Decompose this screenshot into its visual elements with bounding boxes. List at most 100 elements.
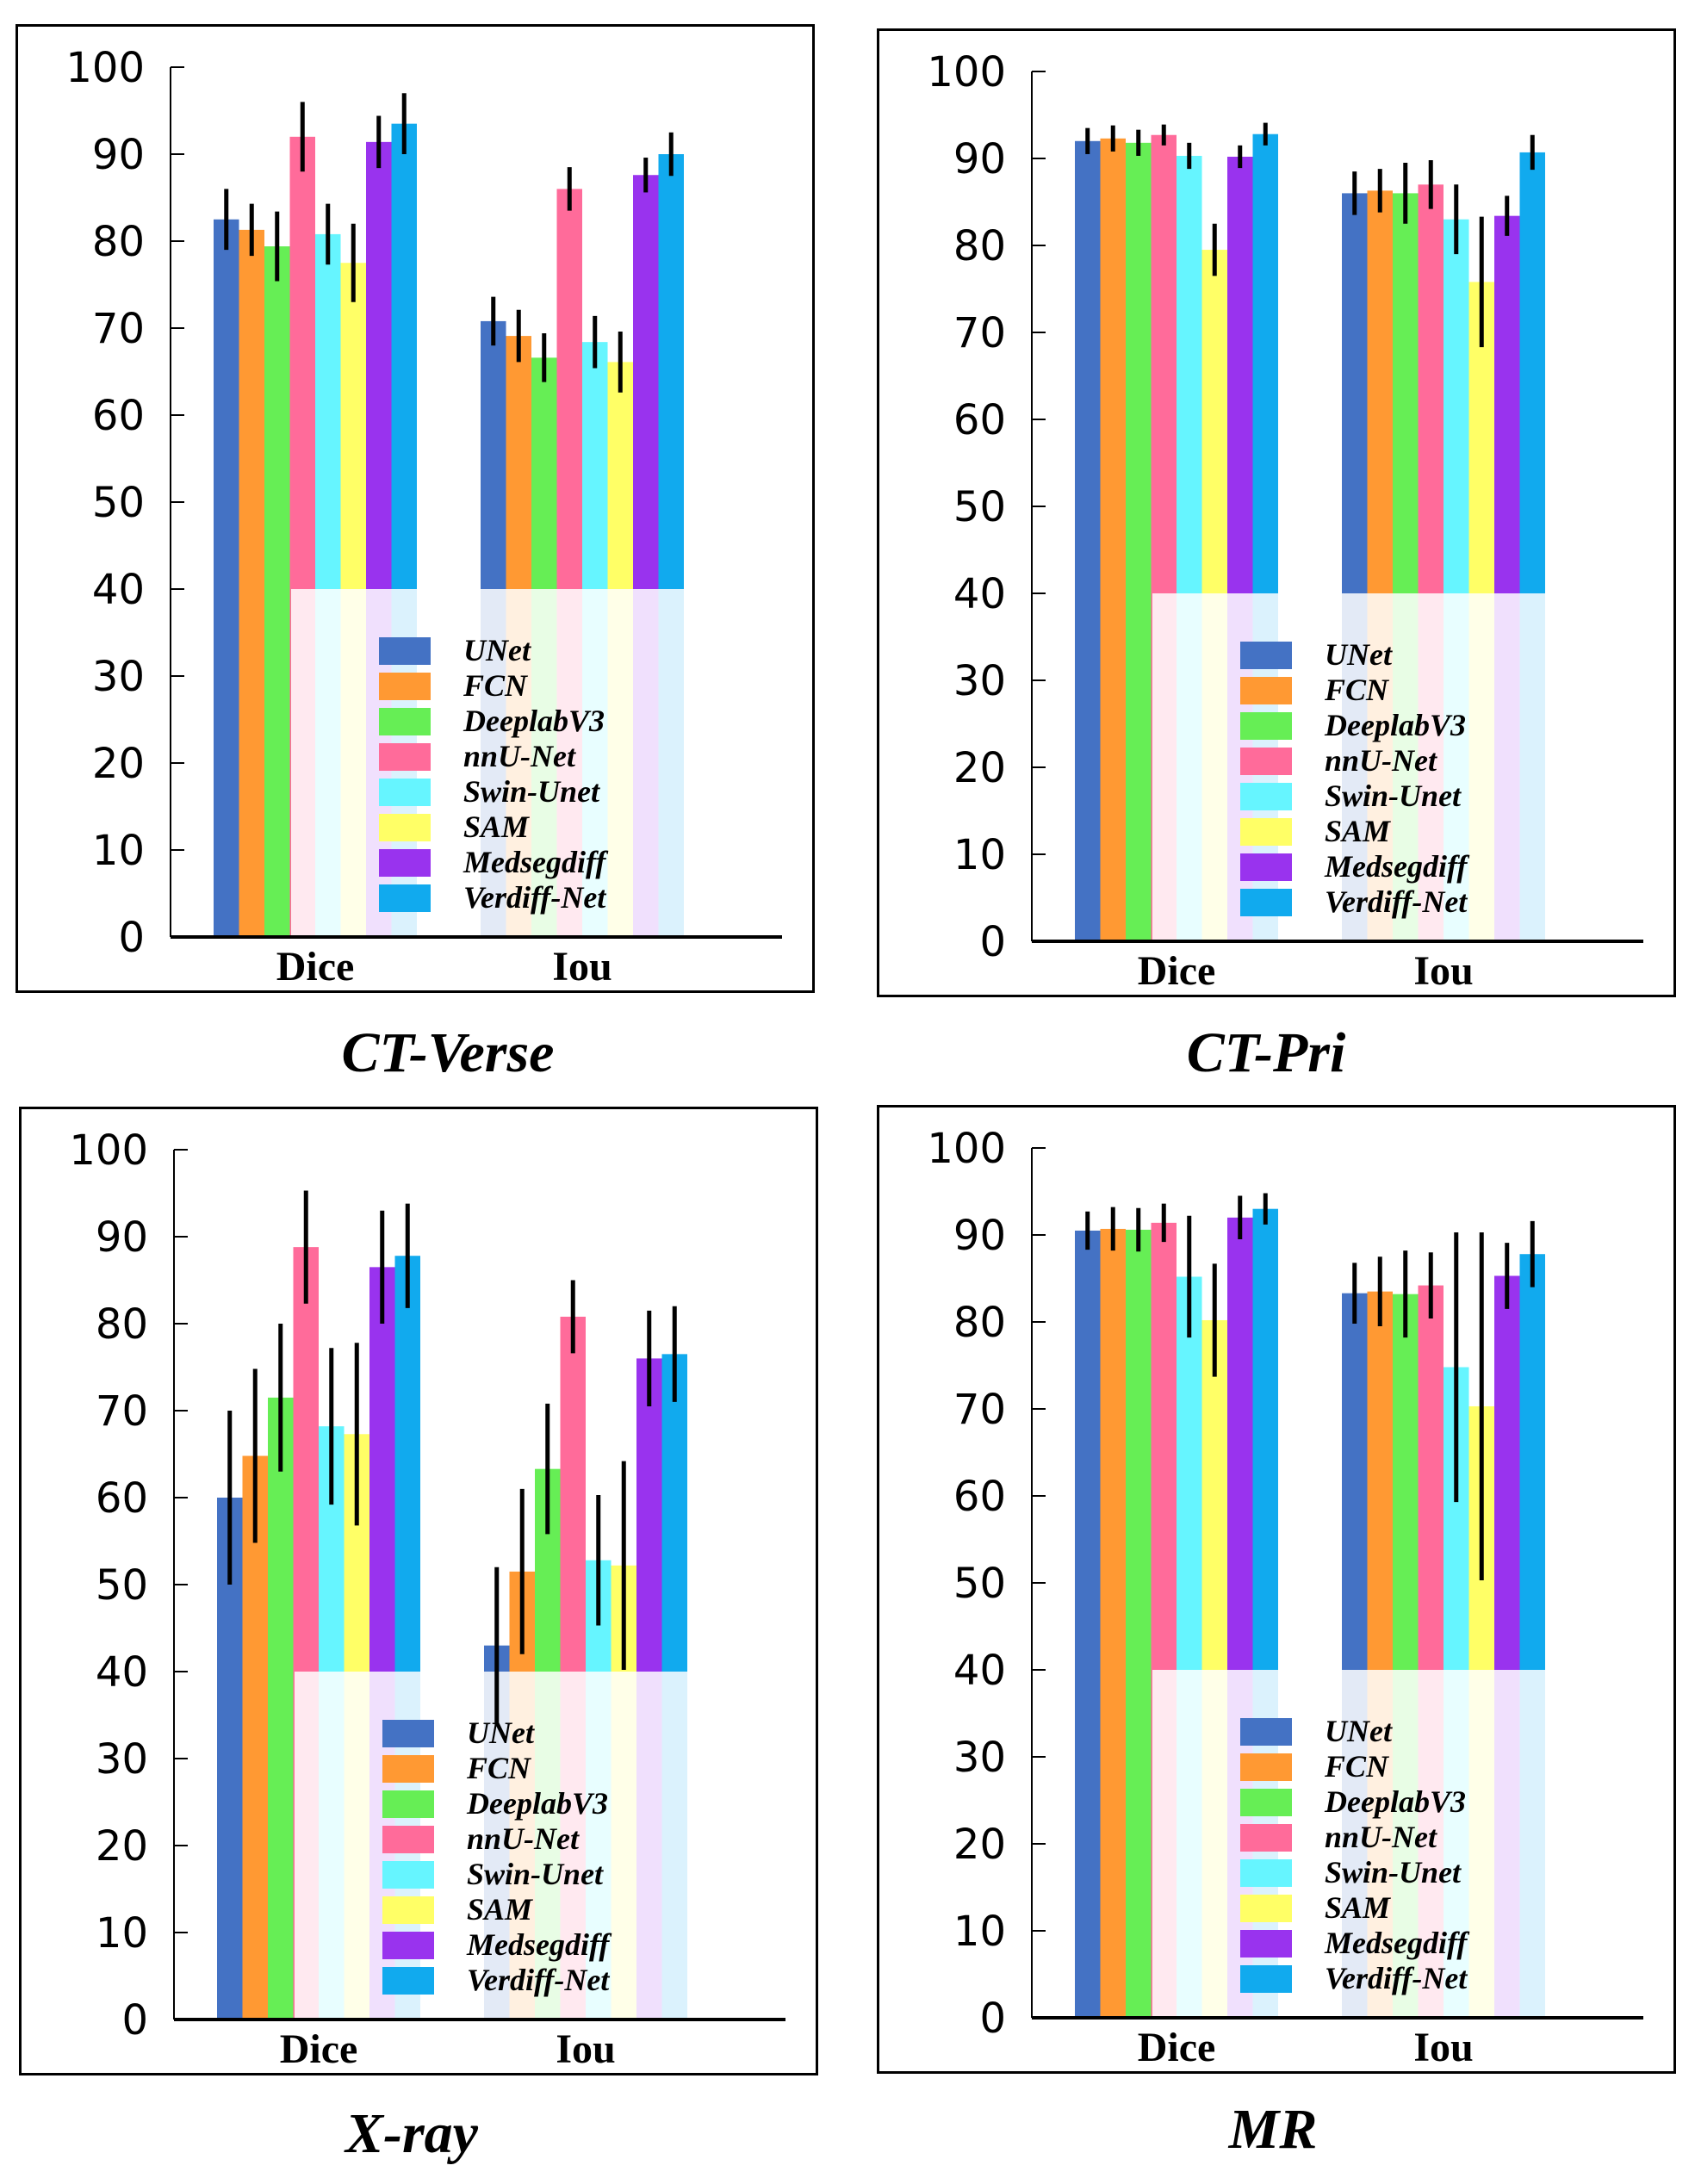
bar-deeplabv3-dice (268, 1397, 294, 2020)
y-tick-label: 0 (979, 1995, 1006, 2043)
chart-caption: X-ray (345, 2102, 478, 2165)
bar-deeplabv3-dice (1126, 142, 1152, 941)
x-tick-label-iou: Iou (552, 944, 612, 990)
y-tick-label: 60 (92, 392, 145, 440)
y-tick-label: 40 (92, 566, 145, 614)
legend-label-fcn: FCN (463, 668, 529, 703)
legend-label-fcn: FCN (1324, 673, 1390, 707)
y-tick-label: 10 (96, 1909, 148, 1958)
chart-svg: 0 10 20 30 40 50 60 70 80 90 100 Dice Iou UNetFCNDeep… (16, 24, 815, 993)
legend-label-deeplabv3: DeeplabV3 (1324, 1784, 1466, 1819)
y-tick-label: 100 (65, 44, 145, 92)
legend-label-swin-unet: Swin-Unet (1325, 1855, 1462, 1889)
legend-swatch-swin-unet (382, 1861, 434, 1889)
legend-swatch-deeplabv3 (382, 1790, 434, 1818)
y-tick-label: 70 (92, 305, 145, 353)
legend-swatch-unet (1240, 642, 1292, 669)
y-tick-label: 60 (96, 1474, 148, 1523)
y-tick-label: 10 (92, 827, 145, 875)
bar-fcn-dice (1100, 138, 1126, 941)
legend-label-nnu-net: nnU-Net (467, 1821, 580, 1856)
y-tick-label: 50 (92, 479, 145, 527)
bar-deeplabv3-dice (264, 246, 290, 937)
y-tick-label: 20 (92, 740, 145, 788)
y-tick-label: 60 (953, 1473, 1006, 1521)
y-tick-label: 100 (927, 1125, 1006, 1173)
legend-label-fcn: FCN (1324, 1749, 1390, 1784)
y-tick-label: 20 (953, 1821, 1006, 1869)
bar-deeplabv3-dice (1126, 1229, 1152, 2018)
bar-unet-dice (214, 219, 239, 937)
legend-swatch-sam (1240, 1895, 1292, 1922)
y-tick-label: 50 (953, 483, 1006, 531)
y-tick-label: 50 (953, 1560, 1006, 1608)
legend-label-sam: SAM (1325, 1890, 1392, 1925)
y-tick-label: 100 (927, 48, 1006, 96)
legend-label-verdiff-net: Verdiff-Net (463, 880, 606, 915)
legend-label-unet: UNet (467, 1716, 535, 1750)
legend-label-medsegdiff: Medsegdiff (466, 1927, 612, 1962)
y-tick-label: 80 (96, 1300, 148, 1349)
legend-label-medsegdiff: Medsegdiff (1324, 849, 1469, 884)
bar-unet-dice (1075, 1230, 1101, 2018)
legend-backdrop (295, 1672, 777, 2020)
y-tick-label: 60 (953, 396, 1006, 444)
legend-label-deeplabv3: DeeplabV3 (1324, 708, 1466, 742)
legend-swatch-deeplabv3 (1240, 1789, 1292, 1816)
chart-caption: MR (1228, 2098, 1318, 2161)
legend-label-deeplabv3: DeeplabV3 (463, 704, 605, 738)
x-tick-label-dice: Dice (276, 944, 355, 990)
chart-caption: CT-Verse (341, 1021, 555, 1084)
legend-swatch-unet (382, 1720, 434, 1747)
y-tick-label: 90 (96, 1213, 148, 1262)
legend-label-sam: SAM (467, 1892, 534, 1927)
x-tick-label-iou: Iou (1413, 948, 1473, 994)
y-tick-label: 80 (92, 218, 145, 266)
y-tick-label: 40 (953, 570, 1006, 618)
legend-backdrop (291, 589, 773, 937)
legend-label-swin-unet: Swin-Unet (1325, 779, 1462, 813)
y-tick-label: 10 (953, 1908, 1006, 1956)
legend-swatch-fcn (1240, 677, 1292, 704)
chart-panel-mr: 0 10 20 30 40 50 60 70 80 90 100 Dice Iou UNet FCN Deep… (877, 1105, 1676, 2074)
legend-label-verdiff-net: Verdiff-Net (467, 1963, 610, 1997)
legend-swatch-medsegdiff (379, 849, 431, 877)
x-tick-label-dice: Dice (1138, 2025, 1216, 2070)
legend-swatch-verdiff-net (382, 1967, 434, 1995)
chart-svg: 0 10 20 30 40 50 60 70 80 90 100 Dice Iou UNetFCNDeep… (877, 28, 1676, 997)
chart-caption: CT-Pri (1186, 1021, 1346, 1084)
legend-swatch-fcn (1240, 1753, 1292, 1781)
x-tick-label-dice: Dice (280, 2026, 358, 2072)
legend-label-verdiff-net: Verdiff-Net (1325, 1961, 1468, 1995)
y-tick-label: 20 (953, 744, 1006, 792)
y-tick-label: 70 (953, 309, 1006, 357)
legend-label-unet: UNet (1325, 1714, 1393, 1748)
bar-fcn-dice (1100, 1228, 1126, 2018)
y-tick-label: 30 (92, 653, 145, 701)
legend-label-deeplabv3: DeeplabV3 (466, 1786, 608, 1821)
legend-label-sam: SAM (463, 810, 531, 844)
legend-label-fcn: FCN (466, 1751, 532, 1785)
chart-panel-ct-pri: 0 10 20 30 40 50 60 70 80 90 100 Dice Iou UNet FCN Deep… (877, 28, 1676, 997)
legend-swatch-sam (1240, 818, 1292, 846)
chart-panel-x-ray: 0 10 20 30 40 50 60 70 80 90 100 Dice Iou UNet FCN Deep… (19, 1107, 818, 2075)
y-tick-label: 40 (96, 1648, 148, 1697)
legend-swatch-swin-unet (1240, 1859, 1292, 1887)
y-tick-label: 0 (979, 918, 1006, 966)
legend-swatch-deeplabv3 (1240, 712, 1292, 740)
legend-label-swin-unet: Swin-Unet (467, 1857, 604, 1891)
y-tick-label: 80 (953, 222, 1006, 270)
legend-swatch-fcn (382, 1755, 434, 1783)
chart-svg: 0 10 20 30 40 50 60 70 80 90 100 Dice Iou UNetFCNDeep… (877, 1105, 1676, 2074)
legend-swatch-medsegdiff (382, 1932, 434, 1959)
legend-label-verdiff-net: Verdiff-Net (1325, 884, 1468, 919)
legend-label-sam: SAM (1325, 814, 1392, 848)
legend-swatch-deeplabv3 (379, 708, 431, 735)
legend-swatch-verdiff-net (1240, 889, 1292, 916)
legend-swatch-verdiff-net (1240, 1965, 1292, 1993)
bar-fcn-dice (239, 229, 264, 937)
legend-swatch-nnu-net (379, 743, 431, 771)
legend-swatch-swin-unet (1240, 783, 1292, 810)
y-tick-label: 40 (953, 1647, 1006, 1695)
legend-backdrop (1152, 1670, 1635, 2018)
